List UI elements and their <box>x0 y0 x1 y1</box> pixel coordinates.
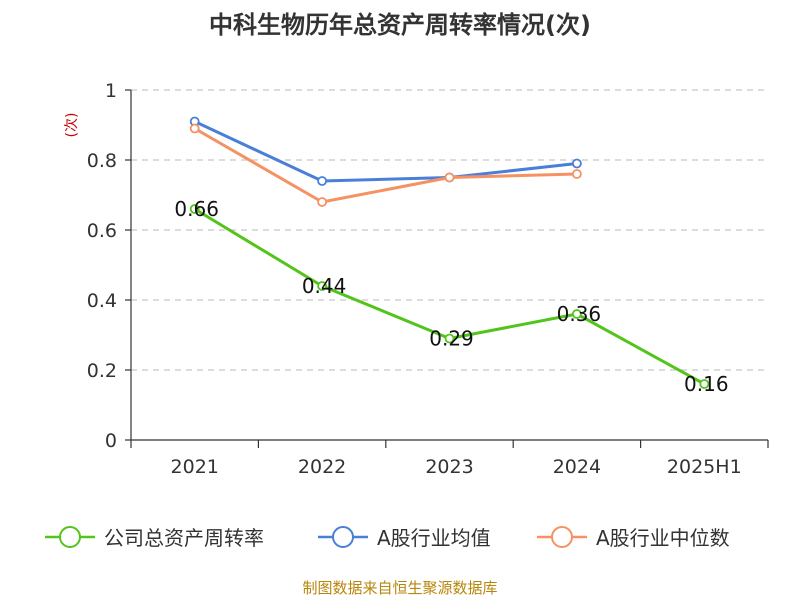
data-point <box>572 158 582 169</box>
data-point <box>317 281 328 291</box>
y-tick-label: 1 <box>105 80 117 102</box>
data-label: 0.36 <box>557 302 602 326</box>
data-point <box>572 169 582 179</box>
axes: 0 0.2 0.4 0.6 0.8 1 2021 2022 2023 2024 2025H1 <box>87 80 769 478</box>
legend-marker <box>59 526 81 548</box>
y-tick-label: 0.2 <box>87 360 117 382</box>
data-labels: 0.66 0.44 0.29 0.36 0.16 <box>174 197 728 396</box>
y-tick-label: 0 <box>105 430 117 452</box>
y-tick-label: 0.4 <box>87 290 117 312</box>
x-tick-label: 2022 <box>298 456 346 478</box>
source-note: 制图数据来自恒生聚源数据库 <box>302 579 497 597</box>
data-label: 0.66 <box>174 197 219 221</box>
data-point <box>444 172 455 183</box>
data-label: 0.29 <box>429 327 474 351</box>
legend-label: 公司总资产周转率 <box>104 526 264 550</box>
y-axis-label: (次) <box>64 113 80 138</box>
series-line <box>194 120 578 183</box>
data-point <box>444 333 455 344</box>
data-point <box>699 379 710 389</box>
y-tick-label: 0.8 <box>87 150 117 172</box>
data-point <box>189 123 200 134</box>
y-tick-label: 0.6 <box>87 220 117 242</box>
data-label: 0.44 <box>302 274 347 298</box>
series-line <box>193 127 577 204</box>
legend-marker <box>551 526 573 548</box>
data-label: 0.16 <box>684 372 729 396</box>
x-tick-label: 2025H1 <box>667 456 742 478</box>
data-point <box>189 204 200 214</box>
gridlines <box>131 89 768 371</box>
legend: 公司总资产周转率 A股行业均值 A股行业中位数 <box>45 526 730 550</box>
x-tick-label: 2021 <box>171 456 219 478</box>
legend-label: A股行业均值 <box>377 526 491 550</box>
data-point <box>572 309 582 319</box>
x-tick-label: 2024 <box>553 456 601 478</box>
data-point <box>317 176 328 186</box>
legend-marker <box>332 526 354 548</box>
data-point <box>317 197 328 207</box>
chart-title: 中科生物历年总资产周转率情况(次) <box>209 11 591 39</box>
series <box>189 116 710 389</box>
series-line <box>193 207 706 386</box>
x-tick-label: 2023 <box>425 456 473 478</box>
legend-label: A股行业中位数 <box>596 526 730 550</box>
